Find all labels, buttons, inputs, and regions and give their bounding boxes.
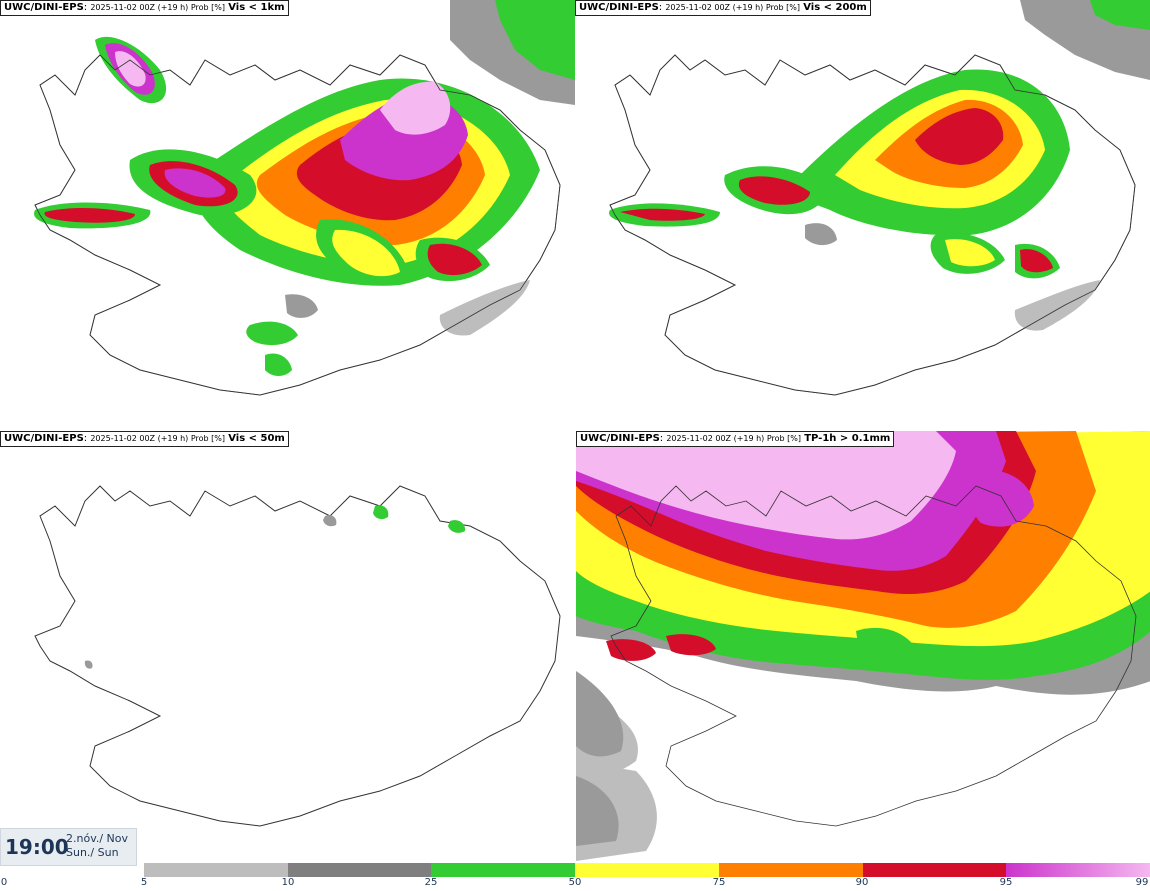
legend-colorbar — [144, 863, 1150, 877]
legend-seg-4 — [719, 863, 863, 877]
probability-blobs — [84, 505, 466, 669]
map-canvas — [576, 431, 1150, 861]
map-panel-vis-200m: UWC/DINI-EPS: 2025-11-02 00Z (+19 h) Pro… — [575, 0, 1150, 430]
map-canvas — [609, 0, 1150, 396]
date-line-2: Sun./ Sun — [66, 846, 119, 859]
legend-seg-0 — [144, 863, 288, 877]
probability-blobs — [34, 36, 540, 376]
panel-title: UWC/DINI-EPS: 2025-11-02 00Z (+19 h) Pro… — [575, 0, 871, 16]
panel-title: UWC/DINI-EPS: 2025-11-02 00Z (+19 h) Pro… — [576, 431, 895, 447]
date-line-1: 2.nóv./ Nov — [66, 832, 129, 845]
map-canvas — [34, 485, 561, 827]
legend-tick: 0 — [0, 877, 8, 888]
legend-tick: 50 — [568, 877, 582, 888]
legend-seg-1 — [288, 863, 431, 877]
legend-tick: 95 — [999, 877, 1013, 888]
green-area — [495, 0, 575, 80]
panel-title: UWC/DINI-EPS: 2025-11-02 00Z (+19 h) Pro… — [0, 0, 289, 16]
legend-tick: 5 — [140, 877, 148, 888]
legend-seg-5 — [863, 863, 1006, 877]
legend-tick: 99 — [1135, 877, 1149, 888]
legend-seg-6 — [1006, 863, 1150, 877]
time-label: 19:00 — [5, 835, 69, 859]
panel-title: UWC/DINI-EPS: 2025-11-02 00Z (+19 h) Pro… — [0, 431, 289, 447]
map-panel-vis-1km: UWC/DINI-EPS: 2025-11-02 00Z (+19 h) Pro… — [0, 0, 575, 430]
legend-seg-3 — [575, 863, 719, 877]
map-panel-vis-50m: UWC/DINI-EPS: 2025-11-02 00Z (+19 h) Pro… — [0, 431, 575, 861]
legend-tick: 25 — [424, 877, 438, 888]
legend-tick: 75 — [712, 877, 726, 888]
legend-tick: 10 — [281, 877, 295, 888]
legend-seg-2 — [431, 863, 575, 877]
legend-tick: 90 — [855, 877, 869, 888]
timestamp-box: 19:00 2.nóv./ Nov Sun./ Sun — [0, 828, 137, 866]
date-label: 2.nóv./ Nov Sun./ Sun — [66, 832, 128, 860]
map-panel-tp-1h: UWC/DINI-EPS: 2025-11-02 00Z (+19 h) Pro… — [576, 431, 1150, 861]
map-canvas — [34, 0, 575, 396]
probability-blobs — [609, 69, 1100, 331]
